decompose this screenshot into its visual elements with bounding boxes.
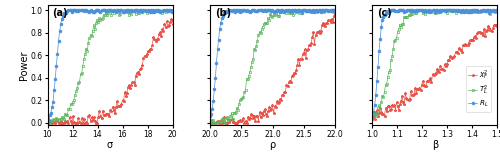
$T^2_L$ [207,119,213,121]
$T^2_L$ [370,116,376,118]
$\chi^2_F$ [242,120,248,122]
$T^2_L$ [444,12,450,14]
Line: $\chi^2_F$: $\chi^2_F$ [208,13,340,124]
$R_L$ [474,11,480,12]
$R_L$ [74,9,80,11]
$T^2_L$ [298,9,304,11]
Line: $R_L$: $R_L$ [371,9,500,117]
$R_L$ [242,10,248,12]
$T^2_L$ [80,65,86,67]
$\chi^2_F$ [296,64,302,66]
$\chi^2_F$ [279,94,285,96]
$\chi^2_F$ [370,118,376,120]
$T^2_L$ [498,9,500,11]
X-axis label: ρ: ρ [270,140,276,150]
$T^2_L$ [474,11,480,13]
$R_L$ [46,120,52,121]
$\chi^2_F$ [335,18,341,20]
$\chi^2_F$ [73,122,79,124]
$R_L$ [279,9,285,11]
X-axis label: σ: σ [107,140,113,150]
$\chi^2_F$ [118,103,124,105]
$\chi^2_F$ [310,36,316,38]
$T^2_L$ [462,11,468,13]
$\chi^2_F$ [332,13,338,15]
$T^2_L$ [44,122,51,124]
$T^2_L$ [398,26,404,28]
$R_L$ [296,9,302,11]
$T^2_L$ [410,9,416,11]
$T^2_L$ [114,9,120,11]
$\chi^2_F$ [472,35,478,37]
Text: (b): (b) [215,8,231,18]
$T^2_L$ [72,94,78,96]
$\chi^2_F$ [207,120,213,122]
$T^2_L$ [136,12,142,14]
$\chi^2_F$ [442,63,448,65]
$R_L$ [335,9,341,11]
Line: $R_L$: $R_L$ [208,9,340,117]
$R_L$ [44,119,51,121]
$\chi^2_F$ [44,117,51,119]
$T^2_L$ [335,10,341,12]
Line: $\chi^2_F$: $\chi^2_F$ [46,11,180,124]
Line: $R_L$: $R_L$ [46,9,180,122]
$\chi^2_F$ [81,118,87,120]
$\chi^2_F$ [209,122,215,124]
$R_L$ [235,10,241,12]
$R_L$ [120,11,126,12]
$\chi^2_F$ [404,98,410,100]
Text: (c): (c) [378,8,392,18]
$T^2_L$ [172,9,178,11]
$R_L$ [226,9,232,11]
$T^2_L$ [235,109,241,111]
$T^2_L$ [242,89,248,91]
$\chi^2_F$ [397,104,403,105]
$\chi^2_F$ [459,51,465,53]
X-axis label: β: β [432,140,438,150]
$\chi^2_F$ [150,44,156,46]
$T^2_L$ [310,9,316,11]
$T^2_L$ [333,9,339,11]
$T^2_L$ [406,14,411,16]
$R_L$ [389,9,395,11]
Line: $\chi^2_F$: $\chi^2_F$ [371,16,500,121]
$T^2_L$ [282,9,288,11]
$T^2_L$ [118,9,124,11]
$R_L$ [460,9,466,11]
$R_L$ [66,9,71,11]
$\chi^2_F$ [46,122,52,124]
$\chi^2_F$ [172,18,178,20]
Line: $T^2_L$: $T^2_L$ [209,9,340,124]
Legend: $\chi^2_F$, $T^2_L$, $R_L$: $\chi^2_F$, $T^2_L$, $R_L$ [466,66,491,112]
$\chi^2_F$ [235,120,241,122]
$T^2_L$ [150,11,156,12]
$\chi^2_F$ [495,23,500,25]
$R_L$ [176,10,182,12]
$\chi^2_F$ [176,12,182,14]
$R_L$ [332,10,338,12]
$R_L$ [310,10,316,12]
$\chi^2_F$ [333,19,339,21]
Line: $T^2_L$: $T^2_L$ [46,9,180,124]
$R_L$ [150,9,156,11]
$T^2_L$ [176,9,182,11]
Line: $T^2_L$: $T^2_L$ [371,9,500,119]
$R_L$ [442,9,448,11]
$R_L$ [174,9,180,11]
$R_L$ [207,115,213,117]
$\chi^2_F$ [136,72,142,74]
$T^2_L$ [209,122,215,124]
$R_L$ [82,9,88,11]
$R_L$ [496,12,500,13]
$R_L$ [370,115,376,117]
Y-axis label: Power: Power [19,50,29,80]
$T^2_L$ [370,117,376,119]
$T^2_L$ [279,10,285,12]
$R_L$ [137,9,143,11]
Text: (a): (a) [52,8,68,18]
$R_L$ [398,9,404,11]
$R_L$ [406,9,411,11]
